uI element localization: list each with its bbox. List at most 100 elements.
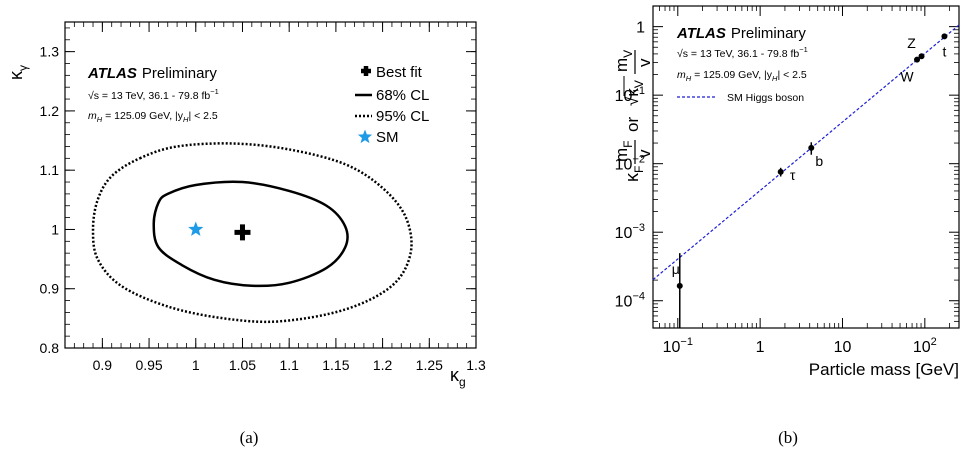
panel-a-ylabel-main: κ — [6, 70, 26, 80]
panel-b-xtick-base: 10 — [663, 339, 681, 356]
panel-a-xtick-label: 1 — [192, 357, 200, 373]
panel-b-ytick-base: 1 — [636, 20, 645, 37]
legend-95cl: 95% CL — [355, 108, 429, 125]
panel-b-ytick-base: 10 — [615, 294, 633, 311]
legend-best-fit: Best fit — [361, 64, 423, 81]
panel-a-ytick-label: 1.2 — [40, 103, 60, 119]
panel-b-energy-text: √s = 13 TeV, 36.1 - 79.8 fb — [677, 48, 799, 60]
panel-a-atlas-status: Preliminary — [142, 65, 218, 82]
panel-b-ylabel-sqrtk-sub: V — [632, 80, 646, 88]
legend-best-fit-label: Best fit — [376, 64, 423, 81]
panel-a-mass-line: mH = 125.09 GeV, |yH| < 2.5 — [88, 110, 218, 124]
panel-b-xtick-label: 1 — [756, 339, 765, 356]
panel-b-energy-sup: −1 — [799, 45, 808, 54]
panel-a-energy-sup: −1 — [210, 87, 219, 96]
panel-b-ytick-label: 10−3 — [615, 222, 645, 242]
panel-b-atlas-status: Preliminary — [731, 25, 807, 42]
legend-68cl-label: 68% CL — [376, 87, 429, 104]
panel-b-ytick-base: 10 — [615, 157, 633, 174]
panel-b-mass-line: mH = 125.09 GeV, |yH| < 2.5 — [677, 69, 807, 83]
panel-a-atlas-experiment: ATLAS — [87, 65, 137, 82]
panel-b-xtick-base: 10 — [834, 339, 852, 356]
panel-a-legend: Best fit 68% CL 95% CL SM — [355, 64, 429, 146]
panel-b-mass-text: = 125.09 GeV, |y — [691, 69, 773, 81]
panel-b-ytick-label: 1 — [636, 20, 645, 37]
panel-b-ylabel-mv-sub: V — [621, 50, 635, 58]
panel-b-ylabel: κF mF v or √κV mV v — [612, 50, 654, 182]
point-marker — [941, 33, 948, 40]
panel-b-ylabel-sqrtk: √κV — [623, 80, 646, 106]
panel-a-xtick-label: 1.25 — [416, 357, 443, 373]
panel-b-ylabel-mf-main: m — [612, 148, 631, 162]
point-marker — [808, 144, 815, 151]
panel-b-xtick-base: 1 — [756, 339, 765, 356]
panel-a-mass-text: = 125.09 GeV, |y — [102, 110, 184, 122]
panel-a-mass-sub: H — [97, 115, 103, 124]
panel-a-ylabel: κγ — [6, 65, 30, 80]
panel-b-legend: SM Higgs boson — [677, 92, 804, 104]
panel-b-mass-end: | < 2.5 — [777, 69, 806, 81]
panel-b-energy-line: √s = 13 TeV, 36.1 - 79.8 fb−1 — [677, 45, 808, 60]
legend-sm: SM — [357, 129, 399, 146]
panel-a-ytick-label: 0.9 — [40, 281, 60, 297]
panel-a-energy-text: √s = 13 TeV, 36.1 - 79.8 fb — [88, 90, 210, 102]
panel-b-ylabel-mv-main: m — [612, 58, 631, 72]
panel-b-atlas-label: ATLAS Preliminary — [676, 25, 806, 42]
panel-a-xtick-label: 1.3 — [466, 357, 486, 373]
sm-star-icon — [188, 221, 204, 236]
panel-b-mass-sub2: H — [772, 74, 778, 83]
panel-b-xtick-label: 10 — [834, 339, 852, 356]
point-marker — [777, 168, 784, 175]
panel-b-ylabel-sqrtk-main: √κ — [623, 88, 642, 106]
panel-b-sm-line — [652, 24, 960, 281]
panel-b-ylabel-kappa-sub: F — [632, 166, 646, 173]
panel-b-xtick-label: 102 — [913, 336, 937, 356]
panel-b-atlas-experiment: ATLAS — [676, 25, 726, 42]
panel-a-ytick-label: 1 — [51, 221, 59, 237]
panel-b-mass-m: m — [677, 69, 686, 81]
panel-a-ytick-label: 1.3 — [40, 44, 60, 60]
panel-a-xtick-label: 1.15 — [322, 357, 349, 373]
panel-b-ylabel-kappa: κ — [622, 172, 642, 182]
panel-b-ytick-label: 10−4 — [615, 291, 645, 311]
panel-b-xlabel: Particle mass [GeV] — [809, 360, 959, 379]
panel-b-xtick-exp: 2 — [931, 336, 937, 348]
panel-a: 0.9 0.95 1 1.05 1.1 1.15 1.2 1.25 1.3 0.8 0.9 1 1.1 1… — [6, 21, 486, 447]
panel-a-ytick-label: 1.1 — [40, 162, 60, 178]
panel-a-atlas-label: ATLAS Preliminary — [87, 65, 217, 82]
legend-68cl: 68% CL — [355, 87, 429, 104]
panel-b-ytick-exp: −3 — [632, 222, 645, 234]
panel-a-ytick-label: 0.8 — [40, 340, 60, 356]
contour-95cl — [91, 142, 413, 324]
panel-a-xlabel: κg — [450, 365, 466, 389]
legend-best-fit-cross-icon — [361, 66, 371, 76]
panel-b-caption: (b) — [778, 428, 798, 447]
panel-b-ytick-base: 10 — [615, 225, 633, 242]
panel-a-xtick-label: 1.1 — [279, 357, 299, 373]
panel-a-mass-m: m — [88, 110, 97, 122]
contour-68cl — [152, 180, 349, 288]
panel-b-xtick-label: 10−1 — [663, 336, 693, 356]
panel-b-points: μ τ b W Zt — [672, 33, 948, 328]
panel-b-ytick-label: 10−1 — [615, 85, 645, 105]
panel-b-ylabel-or: or — [623, 117, 642, 132]
panel-b-ytick-exp: −1 — [632, 85, 645, 97]
panel-b-ylabel-kf: κF — [622, 166, 646, 182]
panel-a-caption: (a) — [240, 428, 259, 447]
point-label: t — [942, 43, 946, 59]
point-label: Z — [907, 35, 916, 51]
best-fit-cross-icon — [234, 224, 251, 241]
point-marker — [914, 56, 921, 63]
panel-a-xlabel-sub: g — [459, 375, 466, 389]
panel-a-mass-sub2: H — [183, 115, 189, 124]
panel-b-ylabel-v1: v — [635, 149, 654, 158]
panel-a-xtick-label: 1.05 — [229, 357, 256, 373]
panel-a-ticks: 0.9 0.95 1 1.05 1.1 1.15 1.2 1.25 1.3 0.8 0.9 1 1.1 1… — [40, 22, 486, 373]
panel-b-xtick-exp: −1 — [680, 336, 693, 348]
point-label: b — [815, 153, 823, 169]
panel-b-ylabel-mv: mV — [612, 50, 635, 72]
panel-a-contours — [91, 142, 413, 324]
panel-a-xtick-label: 0.9 — [93, 357, 113, 373]
panel-b-ylabel-v2: v — [635, 58, 654, 67]
